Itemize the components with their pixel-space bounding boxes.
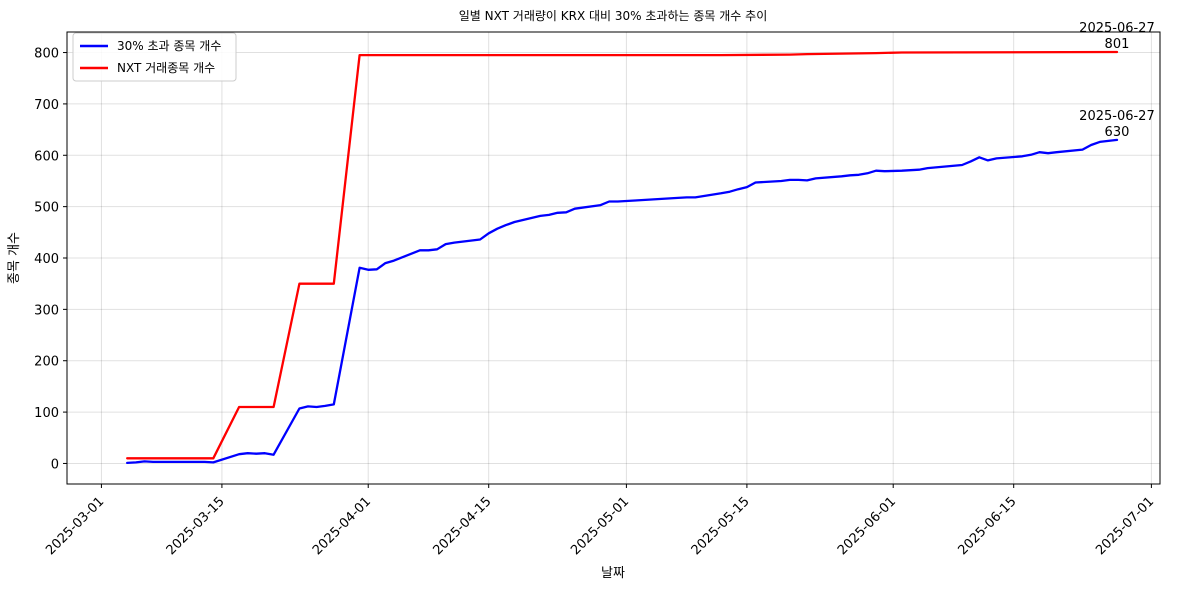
annotation-date: 2025-06-27: [1079, 109, 1155, 124]
x-axis-title: 날짜: [601, 566, 625, 581]
annotation-value: 801: [1105, 37, 1130, 52]
y-tick-label: 500: [34, 201, 59, 216]
y-tick-label: 700: [34, 98, 59, 113]
y-axis-title: 종목 개수: [7, 232, 22, 284]
legend: 30% 초과 종목 개수 NXT 거래종목 개수: [72, 32, 237, 82]
legend-box: [72, 32, 237, 82]
annotation-date: 2025-06-27: [1079, 21, 1155, 36]
y-tick-label: 100: [34, 406, 59, 421]
series-line-red: [126, 50, 1119, 460]
annotation-value: 630: [1105, 125, 1130, 140]
y-tick-label: 600: [34, 149, 59, 164]
y-tick-label: 400: [34, 252, 59, 267]
legend-label: 30% 초과 종목 개수: [117, 39, 221, 53]
y-tick-label: 0: [51, 457, 59, 472]
series-lines: [126, 50, 1119, 465]
legend-label: NXT 거래종목 개수: [117, 61, 215, 75]
grid-lines: [67, 32, 1160, 484]
y-tick-label: 800: [34, 47, 59, 62]
series-line-blue: [126, 138, 1119, 465]
chart-title: 일별 NXT 거래량이 KRX 대비 30% 초과하는 종목 개수 추이: [459, 9, 767, 23]
y-tick-label: 200: [34, 355, 59, 370]
y-tick-label: 300: [34, 303, 59, 318]
